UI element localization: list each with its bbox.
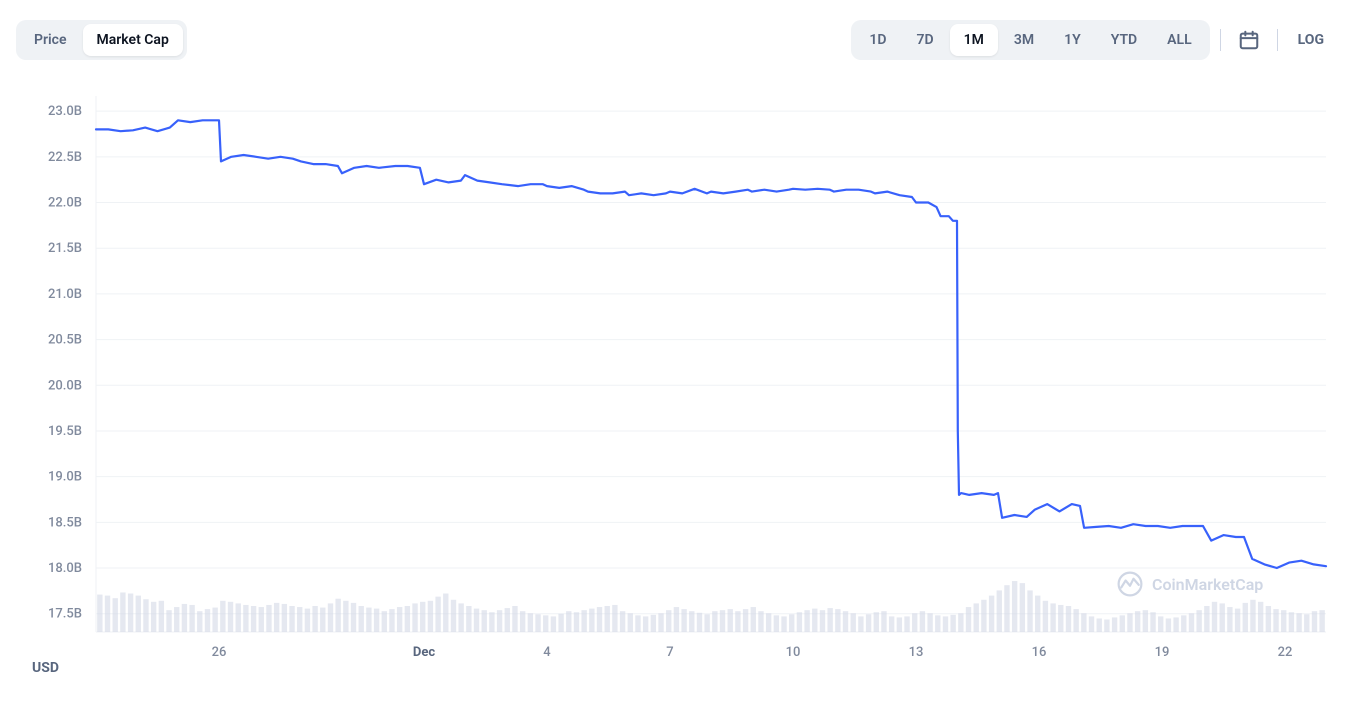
metric-tab-marketcap[interactable]: Market Cap xyxy=(83,24,183,56)
separator xyxy=(1220,29,1221,51)
svg-text:21.0B: 21.0B xyxy=(48,287,82,302)
range-tab-3m[interactable]: 3M xyxy=(1000,24,1048,56)
svg-text:Dec: Dec xyxy=(413,645,435,660)
metric-toggle-group: PriceMarket Cap xyxy=(16,20,187,60)
svg-text:22: 22 xyxy=(1278,645,1293,660)
range-tab-1y[interactable]: 1Y xyxy=(1050,24,1095,56)
range-tab-1d[interactable]: 1D xyxy=(855,24,900,56)
svg-text:10: 10 xyxy=(786,645,801,660)
svg-text:20.5B: 20.5B xyxy=(48,333,82,348)
svg-text:23.0B: 23.0B xyxy=(48,104,82,119)
market-cap-chart[interactable]: 17.5B 18.0B 18.5B 19.0B 19.5B 20.0B 20.5B 21.0B… xyxy=(16,72,1334,682)
svg-text:17.5B: 17.5B xyxy=(48,607,82,622)
separator xyxy=(1277,29,1278,51)
svg-text:19.5B: 19.5B xyxy=(48,424,82,439)
range-tab-1m[interactable]: 1M xyxy=(950,24,998,56)
right-controls: 1D7D1M3M1YYTDALL LOG xyxy=(851,20,1334,60)
svg-text:4: 4 xyxy=(543,645,551,660)
svg-text:18.5B: 18.5B xyxy=(48,515,82,530)
range-tab-7d[interactable]: 7D xyxy=(902,24,947,56)
svg-text:19: 19 xyxy=(1155,645,1170,660)
svg-text:22.0B: 22.0B xyxy=(48,196,82,211)
range-group: 1D7D1M3M1YYTDALL xyxy=(851,20,1209,60)
svg-text:22.5B: 22.5B xyxy=(48,150,82,165)
range-tab-all[interactable]: ALL xyxy=(1153,24,1205,56)
svg-text:13: 13 xyxy=(909,645,924,660)
svg-text:19.0B: 19.0B xyxy=(48,470,82,485)
date-range-icon[interactable] xyxy=(1231,22,1267,58)
svg-text:20.0B: 20.0B xyxy=(48,378,82,393)
range-tab-ytd[interactable]: YTD xyxy=(1097,24,1151,56)
chart-container: 17.5B 18.0B 18.5B 19.0B 19.5B 20.0B 20.5B 21.0B… xyxy=(16,72,1334,682)
svg-text:USD: USD xyxy=(32,660,59,676)
chart-toolbar: PriceMarket Cap 1D7D1M3M1YYTDALL LOG xyxy=(16,8,1334,64)
svg-text:26: 26 xyxy=(212,645,227,660)
svg-text:16: 16 xyxy=(1032,645,1047,660)
metric-tab-price[interactable]: Price xyxy=(20,24,81,56)
svg-text:21.5B: 21.5B xyxy=(48,241,82,256)
log-scale-toggle[interactable]: LOG xyxy=(1288,24,1334,56)
svg-text:7: 7 xyxy=(666,645,673,660)
svg-text:18.0B: 18.0B xyxy=(48,561,82,576)
